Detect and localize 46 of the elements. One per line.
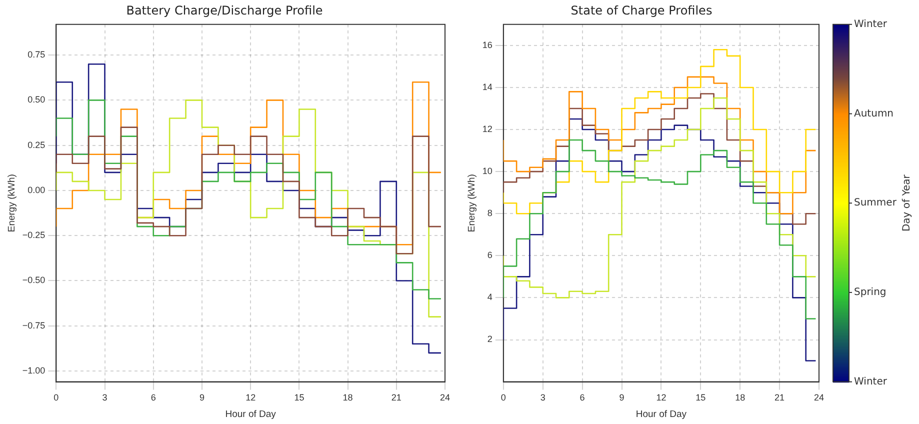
y-tick-label: 8: [487, 208, 492, 218]
x-tick-label: 15: [696, 392, 706, 403]
y-tick-label: −0.25: [22, 230, 46, 240]
x-tick-label: 12: [246, 392, 256, 403]
x-tick-label: 21: [774, 392, 785, 403]
x-tick-label: 0: [500, 392, 506, 403]
y-axis-title: Energy (kWh): [6, 174, 18, 232]
x-tick-label: 18: [342, 392, 353, 403]
x-tick-label: 21: [391, 392, 402, 403]
chart-title: Battery Charge/Discharge Profile: [126, 3, 323, 18]
color-bar-title: Day of Year: [902, 174, 913, 232]
y-tick-label: 0.00: [28, 184, 46, 195]
y-tick-label: 2: [487, 334, 492, 344]
x-tick-label: 3: [540, 392, 546, 403]
y-tick-label: 0.25: [28, 140, 46, 150]
x-tick-label: 9: [619, 392, 624, 403]
y-tick-label: 0.75: [28, 50, 46, 60]
x-tick-label: 3: [102, 392, 108, 403]
y-tick-label: 12: [482, 124, 492, 134]
x-axis-title: Hour of Day: [636, 408, 687, 420]
color-bar-label: Spring: [854, 287, 886, 298]
y-axis-title: Energy (kWh): [466, 174, 478, 232]
chart-title: State of Charge Profiles: [570, 3, 712, 18]
y-tick-label: 4: [487, 292, 492, 302]
x-tick-label: 6: [150, 392, 156, 403]
x-tick-label: 9: [199, 392, 204, 403]
y-tick-label: 6: [487, 250, 492, 260]
x-axis-title: Hour of Day: [225, 408, 276, 420]
y-tick-label: 0.50: [28, 94, 46, 105]
y-tick-label: −0.50: [22, 275, 46, 286]
x-tick-label: 0: [54, 392, 59, 403]
y-tick-label: 16: [482, 40, 492, 50]
x-tick-label: 24: [814, 392, 824, 403]
y-tick-label: 14: [482, 82, 492, 92]
color-bar-label: Winter: [854, 376, 888, 388]
x-tick-label: 12: [656, 392, 666, 403]
color-bar-label: Winter: [854, 18, 888, 30]
y-tick-label: −1.00: [22, 365, 46, 376]
x-tick-label: 18: [735, 392, 746, 403]
x-tick-label: 6: [580, 392, 585, 403]
x-tick-label: 24: [440, 392, 450, 403]
x-tick-label: 15: [294, 392, 304, 403]
color-bar-label: Summer: [854, 198, 898, 209]
color-bar-label: Autumn: [854, 108, 894, 120]
y-tick-label: 10: [482, 166, 492, 176]
y-tick-label: −0.75: [22, 320, 46, 330]
